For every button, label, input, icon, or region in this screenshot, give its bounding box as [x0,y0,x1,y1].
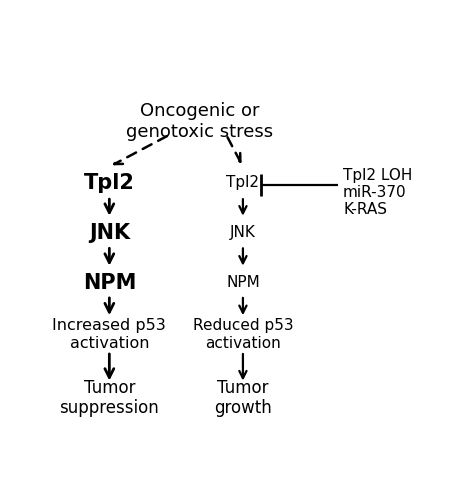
Text: Oncogenic or
genotoxic stress: Oncogenic or genotoxic stress [126,102,273,141]
Text: NPM: NPM [82,273,136,293]
Text: Tpl2 LOH
miR-370
K-RAS: Tpl2 LOH miR-370 K-RAS [343,168,412,218]
Text: Increased p53
activation: Increased p53 activation [53,318,166,351]
Text: Tumor
suppression: Tumor suppression [59,379,159,417]
Text: JNK: JNK [89,223,130,243]
Text: Tumor
growth: Tumor growth [214,379,272,417]
Text: Reduced p53
activation: Reduced p53 activation [192,318,293,351]
Text: Tpl2: Tpl2 [84,173,135,193]
Text: NPM: NPM [226,275,260,290]
Text: JNK: JNK [230,225,256,241]
Text: Tpl2: Tpl2 [227,175,259,190]
